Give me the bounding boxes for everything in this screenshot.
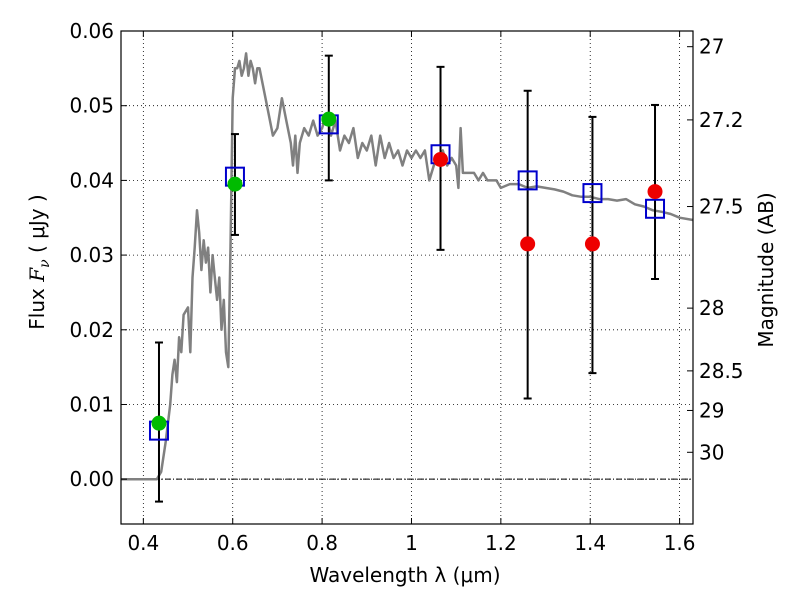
y-ticks: 0.00 0.01 0.02 0.03 0.04 0.05 0.06 <box>69 19 127 491</box>
x-tick-label: 1.6 <box>664 531 696 555</box>
magnitude-tick-label: 27 <box>699 35 724 59</box>
plot-frame <box>120 30 694 525</box>
y-tick-label: 0.06 <box>69 19 114 43</box>
y-tick-label: 0.01 <box>69 392 114 416</box>
model-square <box>517 170 538 191</box>
model-squares <box>148 114 666 441</box>
y-tick-label: 0.04 <box>69 168 114 192</box>
x-tick-label: 1.4 <box>574 531 606 555</box>
observed-point <box>227 176 243 192</box>
y-axis-label: Flux Fν ( μJy ) <box>25 194 53 329</box>
y-axis-label-unit: ( μJy ) <box>25 194 49 259</box>
magnitude-tick-label: 29 <box>699 398 724 422</box>
magnitude-tick-label: 27.2 <box>699 108 744 132</box>
x-tick-label: 0.8 <box>306 531 338 555</box>
observed-point <box>151 415 167 431</box>
x-axis-label: Wavelength λ (μm) <box>309 563 500 587</box>
spectrum-line <box>121 52 694 481</box>
magnitude-tick-label: 30 <box>699 440 724 464</box>
magnitude-tick-label: 28 <box>699 296 724 320</box>
observed-point <box>647 184 663 200</box>
y-tick-label: 0.02 <box>69 318 114 342</box>
x-tick-label: 1.2 <box>485 531 517 555</box>
observed-point <box>433 151 449 167</box>
y-axis-label-prefix: Flux <box>25 282 49 330</box>
observed-point <box>321 111 337 127</box>
x-tick-label: 0.4 <box>127 531 159 555</box>
magnitude-ticks: 27 27.2 27.5 28 28.5 29 30 <box>687 35 744 464</box>
y-axis-label-var: F <box>25 267 49 283</box>
x-ticks: 0.4 0.6 0.8 1 1.2 1.4 1.6 <box>127 31 696 555</box>
observed-point <box>520 236 536 252</box>
y-tick-label: 0.05 <box>69 94 114 118</box>
magnitude-tick-label: 28.5 <box>699 359 744 383</box>
x-tick-label: 0.6 <box>217 531 249 555</box>
right-axis-label: Magnitude (AB) <box>754 192 778 347</box>
y-tick-label: 0.00 <box>69 467 114 491</box>
y-tick-label: 0.03 <box>69 243 114 267</box>
x-tick-label: 1 <box>405 531 418 555</box>
y-axis-label-sub: ν <box>37 259 53 268</box>
model-square <box>582 183 603 204</box>
magnitude-tick-label: 27.5 <box>699 195 744 219</box>
model-square <box>645 198 666 219</box>
observed-points <box>151 111 663 431</box>
grid-lines <box>121 30 693 524</box>
observed-point <box>584 236 600 252</box>
